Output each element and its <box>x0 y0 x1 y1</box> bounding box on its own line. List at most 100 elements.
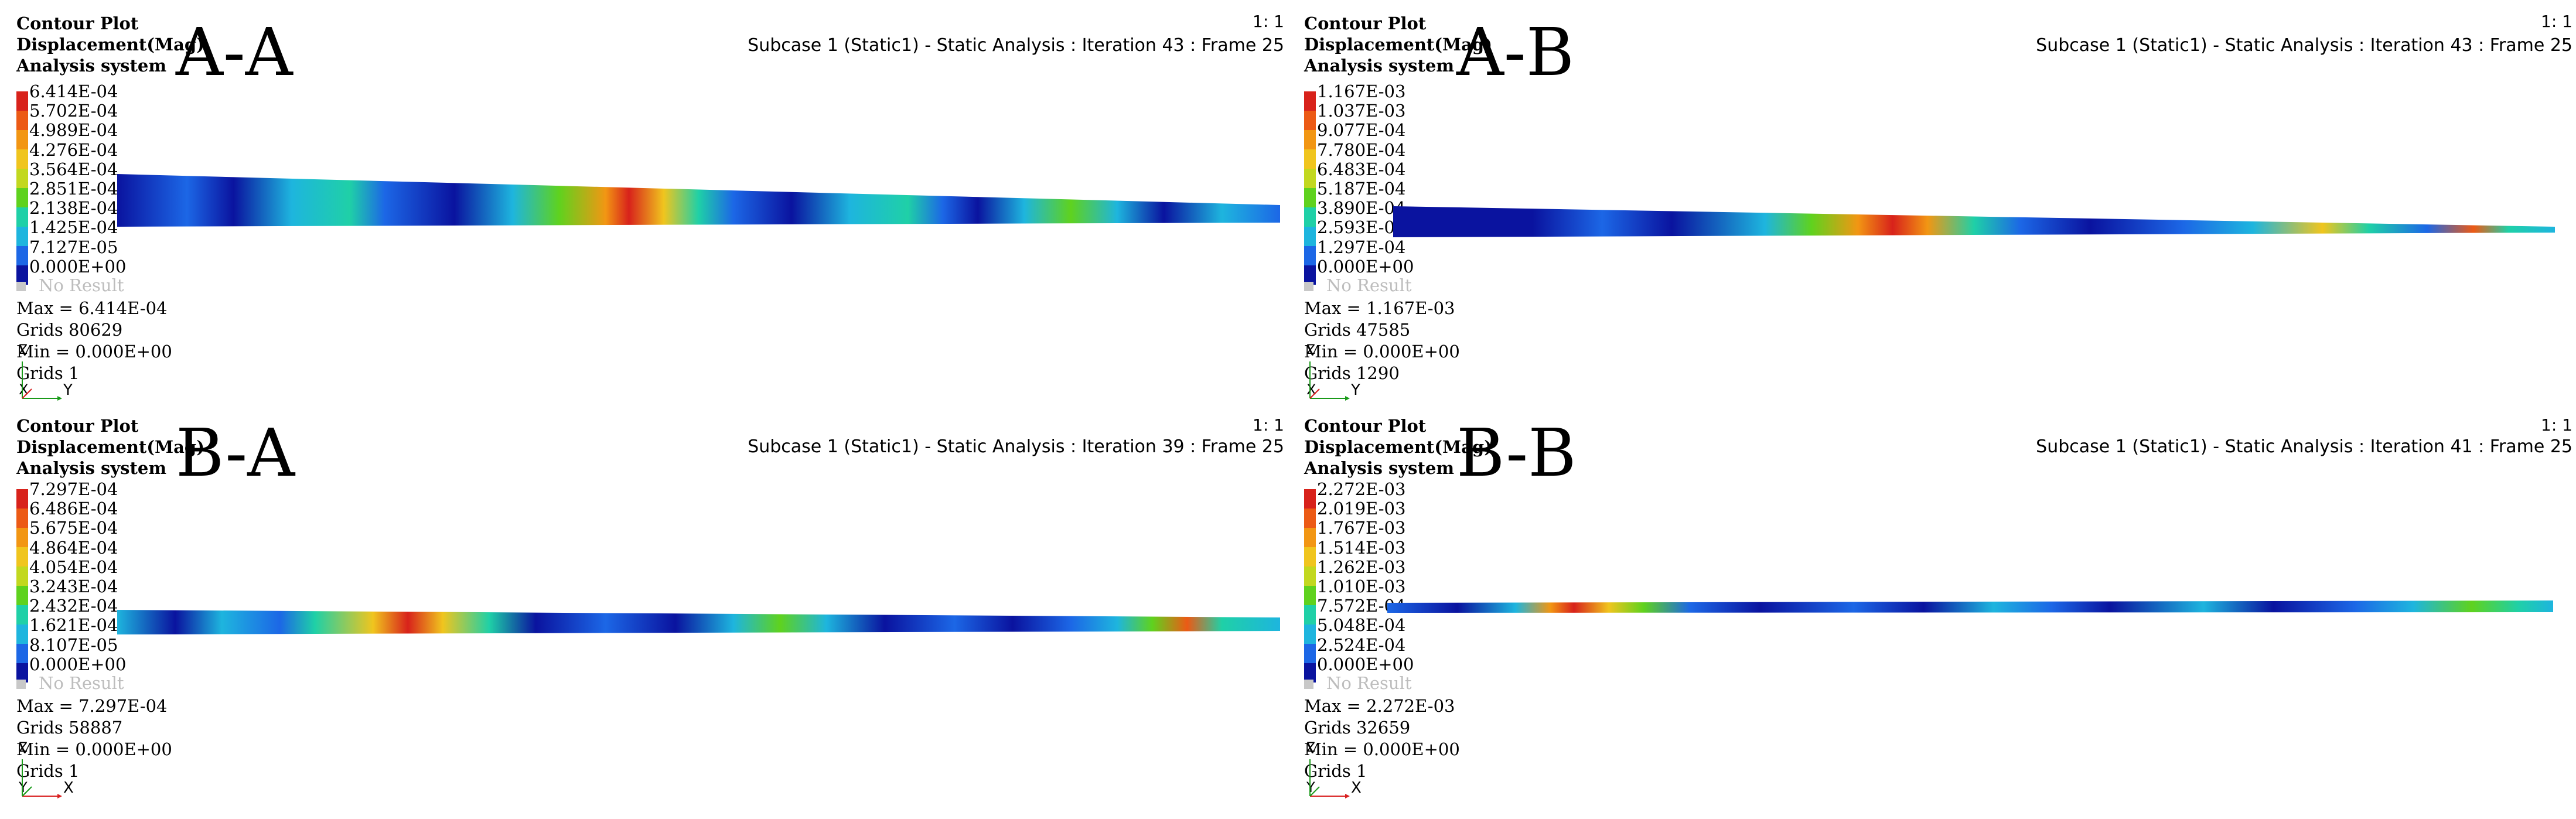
legend-band <box>1304 489 1316 509</box>
axis-corner-label: Y <box>19 779 28 796</box>
subcase-label: Subcase 1 (Static1) - Static Analysis : … <box>748 436 1284 457</box>
section-tag: B-B <box>1456 415 1577 492</box>
axis-right-label: Y <box>63 381 73 399</box>
legend-band <box>16 130 28 149</box>
max-grid: Grids 80629 <box>16 320 123 340</box>
legend-band <box>1304 528 1316 547</box>
plot-quantity: Displacement(Mag) <box>16 437 204 457</box>
legend-labels: 7.297E-04 6.486E-04 5.675E-04 4.864E-04 … <box>29 479 126 674</box>
legend-band <box>1304 586 1316 605</box>
viewport-A-A[interactable]: Contour Plot Displacement(Mag) Analysis … <box>0 0 1288 409</box>
legend-value: 3.564E-04 <box>29 159 118 179</box>
triad-arrows-icon <box>22 361 62 401</box>
max-value: Max = 6.414E-04 <box>16 298 168 318</box>
plot-system: Analysis system <box>1304 56 1455 76</box>
legend-labels: 1.167E-03 1.037E-03 9.077E-04 7.780E-04 … <box>1317 81 1414 277</box>
axis-triad: Z Y X <box>16 740 81 799</box>
no-result-entry: No Result <box>1304 275 1412 295</box>
legend-band <box>1304 567 1316 586</box>
legend-value: 2.272E-03 <box>1317 479 1406 499</box>
legend-band <box>16 644 28 663</box>
legend-value: 1.767E-03 <box>1317 518 1406 538</box>
view-scale: 1: 1 <box>1253 415 1284 435</box>
beam-contour[interactable] <box>0 409 1288 819</box>
no-result-swatch <box>1304 680 1313 689</box>
plot-quantity: Displacement(Mag) <box>1304 35 1492 54</box>
min-value: Min = 0.000E+00 <box>16 342 172 361</box>
legend-band <box>1304 188 1316 207</box>
beam-contour[interactable] <box>0 0 1288 409</box>
legend-band <box>16 528 28 547</box>
beam-contour[interactable] <box>1288 0 2576 409</box>
legend-value: 6.483E-04 <box>1317 159 1406 179</box>
legend-value: 4.276E-04 <box>29 139 118 160</box>
beam-contour[interactable] <box>1288 409 2576 819</box>
legend-value: 1.621E-04 <box>29 615 118 636</box>
min-grid: Grids 1 <box>16 363 80 383</box>
legend-value: 1.297E-04 <box>1317 237 1406 257</box>
max-grid: Grids 32659 <box>1304 718 1411 738</box>
legend-value: 7.127E-05 <box>29 237 118 257</box>
legend-value: 4.989E-04 <box>29 120 118 141</box>
legend-band <box>16 188 28 207</box>
no-result-entry: No Result <box>1304 673 1412 693</box>
viewport-A-B[interactable]: Contour Plot Displacement(Mag) Analysis … <box>1288 0 2576 409</box>
legend-value: 7.780E-04 <box>1317 139 1406 160</box>
no-result-swatch <box>16 680 26 689</box>
axis-triad: Z X Y <box>16 343 81 401</box>
plot-quantity: Displacement(Mag) <box>1304 437 1492 457</box>
legend-band <box>16 489 28 509</box>
min-value: Min = 0.000E+00 <box>16 739 172 759</box>
legend-value: 6.414E-04 <box>29 81 118 101</box>
legend-value: 3.243E-04 <box>29 576 118 596</box>
max-grid: Grids 47585 <box>1304 320 1411 340</box>
legend-value: 5.187E-04 <box>1317 178 1406 199</box>
legend-value: 1.262E-03 <box>1317 557 1406 577</box>
legend-band <box>16 246 28 265</box>
axis-corner-label: Y <box>1306 779 1315 796</box>
legend-band <box>16 91 28 111</box>
legend-value: 1.425E-04 <box>29 217 118 238</box>
plot-system: Analysis system <box>16 56 167 76</box>
plot-quantity: Displacement(Mag) <box>16 35 204 54</box>
legend-value: 2.432E-04 <box>29 596 118 616</box>
legend-labels: 2.272E-03 2.019E-03 1.767E-03 1.514E-03 … <box>1317 479 1414 674</box>
view-scale: 1: 1 <box>1253 12 1284 31</box>
legend-value: 1.514E-03 <box>1317 537 1406 558</box>
legend-value: 5.702E-04 <box>29 101 118 121</box>
max-value: Max = 1.167E-03 <box>1304 298 1455 318</box>
legend-color-bar <box>1304 489 1316 682</box>
axis-right-label: X <box>1351 779 1362 797</box>
no-result-label: No Result <box>39 275 124 295</box>
max-value: Max = 2.272E-03 <box>1304 696 1455 716</box>
min-value: Min = 0.000E+00 <box>1304 739 1460 759</box>
plot-header: Contour Plot Displacement(Mag) Analysis … <box>1304 415 1492 479</box>
axis-triad: Z Y X <box>1304 740 1369 799</box>
legend-labels: 6.414E-04 5.702E-04 4.989E-04 4.276E-04 … <box>29 81 127 277</box>
plot-title: Contour Plot <box>1304 13 1427 33</box>
viewport-B-A[interactable]: Contour Plot Displacement(Mag) Analysis … <box>0 409 1288 819</box>
legend-band <box>1304 547 1316 567</box>
legend-value: 6.486E-04 <box>29 499 118 519</box>
legend-band <box>16 207 28 227</box>
legend-band <box>1304 509 1316 528</box>
section-tag: A-B <box>1456 15 1575 91</box>
plot-title: Contour Plot <box>16 416 139 436</box>
legend-value: 0.000E+00 <box>29 256 127 277</box>
legend-band <box>16 149 28 169</box>
plot-title: Contour Plot <box>1304 416 1427 436</box>
legend-color-bar <box>1304 91 1316 285</box>
axis-up-label: Z <box>1306 343 1316 357</box>
viewport-B-B[interactable]: Contour Plot Displacement(Mag) Analysis … <box>1288 409 2576 819</box>
axis-up-label: Z <box>19 740 28 755</box>
legend-band <box>1304 149 1316 169</box>
axis-up-label: Z <box>19 343 28 357</box>
no-result-label: No Result <box>39 673 124 693</box>
view-scale: 1: 1 <box>2541 415 2572 435</box>
subcase-label: Subcase 1 (Static1) - Static Analysis : … <box>748 35 1284 56</box>
axis-corner-label: X <box>19 381 29 398</box>
legend-band <box>16 605 28 625</box>
legend-band <box>16 227 28 246</box>
legend-band <box>1304 130 1316 149</box>
legend-band <box>1304 227 1316 246</box>
